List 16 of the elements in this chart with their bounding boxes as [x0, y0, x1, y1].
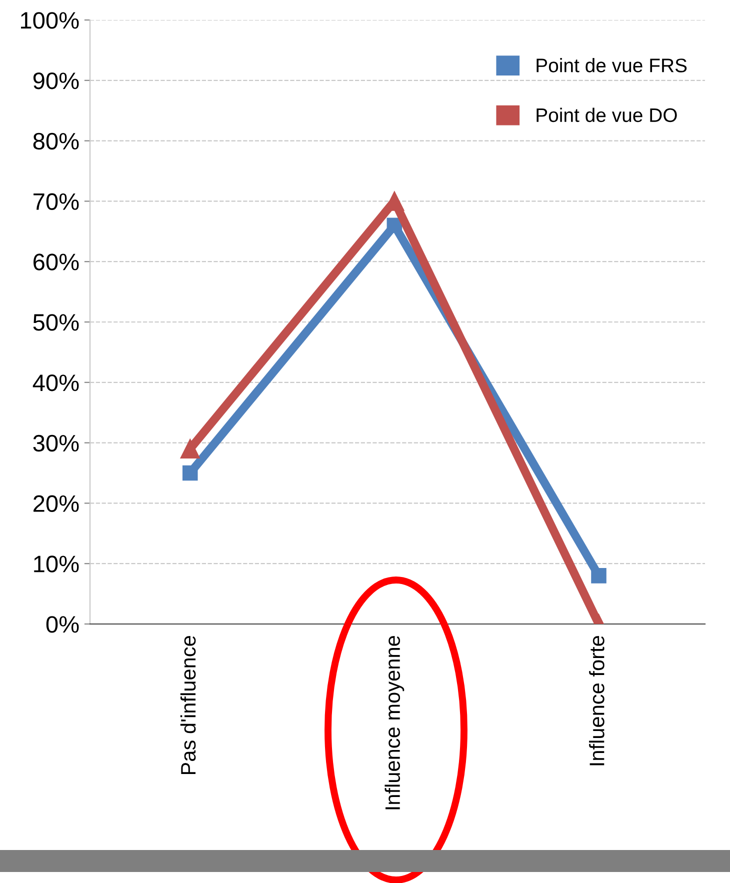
y-tick-label: 50%: [33, 314, 79, 331]
x-tick-label: Influence forte: [589, 636, 604, 766]
y-tick-label: 20%: [34, 495, 79, 512]
y-tick-label: 10%: [34, 556, 79, 572]
y-tick-label: 100%: [21, 12, 79, 29]
x-tick-label: Influence moyenne: [384, 636, 404, 810]
y-tick-label: 90%: [33, 72, 79, 90]
y-tick-label: 70%: [34, 193, 79, 210]
legend-label: Point de vue FRS: [536, 58, 687, 72]
x-tick-label: Pas d'influence: [180, 636, 196, 774]
y-tick-label: 0%: [46, 616, 79, 633]
y-tick-label: 30%: [33, 434, 79, 452]
y-tick-label: 80%: [33, 132, 79, 150]
legend-label: Point de vue DO: [536, 108, 677, 122]
y-tick-label: 40%: [32, 374, 79, 392]
y-tick-label: 60%: [34, 254, 79, 270]
